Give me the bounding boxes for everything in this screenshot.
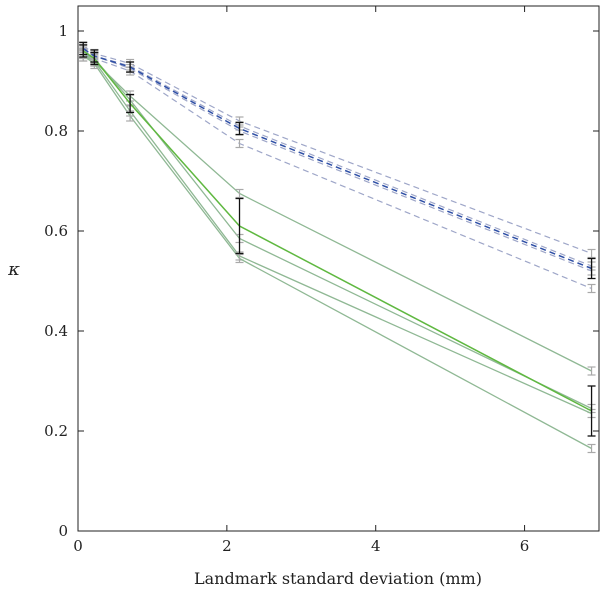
y-tick-label: 0 — [58, 522, 68, 540]
series-line — [82, 55, 592, 450]
y-tick-label: 0.2 — [44, 422, 68, 440]
series-3 — [79, 50, 596, 454]
x-tick-label: 4 — [371, 537, 381, 555]
series-layer — [79, 41, 596, 454]
x-tick-label: 0 — [73, 537, 83, 555]
series-4 — [79, 44, 596, 437]
x-axis-title: Landmark standard deviation (mm) — [194, 569, 482, 588]
y-tick-label: 0.4 — [44, 322, 68, 340]
y-tick-label: 0.8 — [44, 122, 68, 140]
series-2 — [79, 50, 596, 419]
series-0 — [79, 47, 596, 376]
series-line — [82, 52, 592, 372]
x-tick-label: 2 — [222, 537, 232, 555]
series-6 — [79, 43, 596, 271]
series-1 — [79, 47, 596, 414]
y-axis-title: κ — [7, 259, 20, 280]
series-line — [82, 48, 592, 267]
plot-frame — [77, 5, 600, 532]
series-9 — [79, 41, 596, 280]
ticks-layer: 0 2 4 6 0 0.2 0.4 0.6 0.8 1 — [44, 6, 599, 555]
series-8 — [79, 48, 596, 294]
x-tick-label: 6 — [520, 537, 530, 555]
axes-layer — [77, 5, 600, 532]
series-line — [82, 55, 592, 415]
series-line — [82, 52, 592, 410]
y-tick-label: 1 — [58, 22, 68, 40]
y-tick-label: 0.6 — [44, 222, 68, 240]
series-line — [82, 50, 592, 412]
series-line — [82, 52, 592, 290]
